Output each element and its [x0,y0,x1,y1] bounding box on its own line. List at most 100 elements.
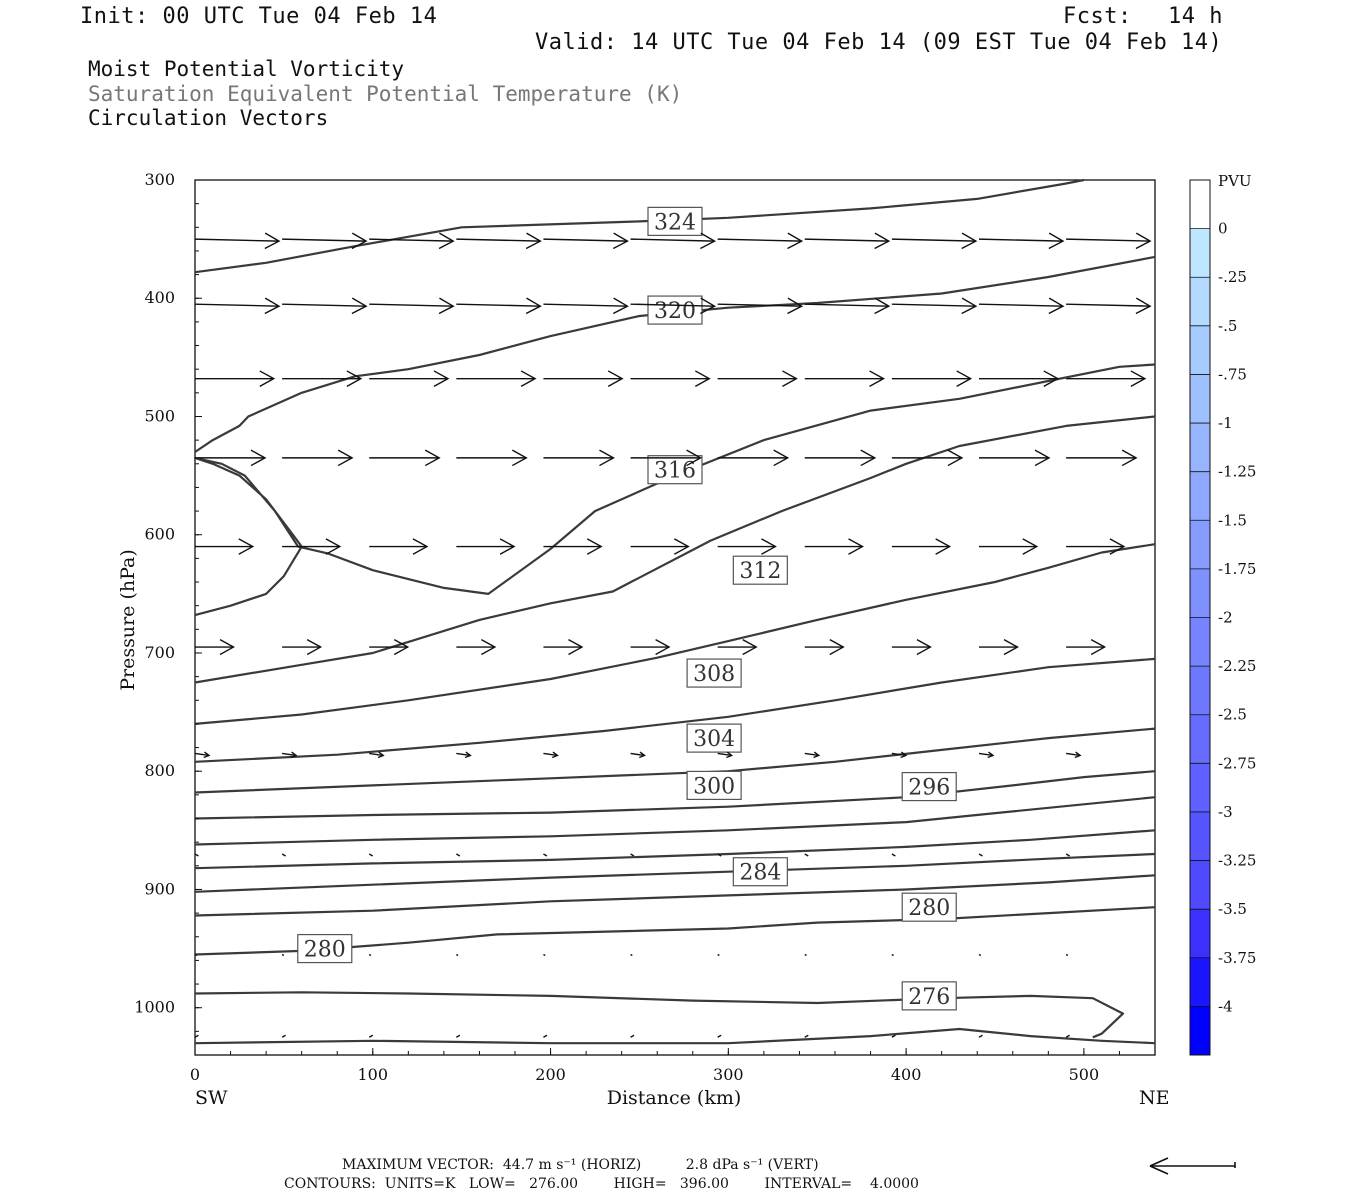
vector-head [1090,639,1107,656]
x-end-label-right: NE [1139,1087,1170,1109]
contour-label-box [901,771,957,802]
colorbar-cell [1190,860,1210,910]
vector-head [499,538,516,555]
vector-head [520,370,537,387]
circulation-vector [978,1034,983,1038]
contour-label: 280 [908,896,950,921]
circulation-vector [717,953,720,957]
colorbar-cell [1190,471,1210,521]
vector-head [787,232,804,250]
circulation-vector [194,853,199,857]
vector-head [259,370,276,387]
vector-head [869,370,885,387]
circulation-vector [804,238,889,242]
vector-head [346,370,363,387]
contour-label-box [901,892,957,922]
contour-line [194,255,1156,453]
x-tick-label: 200 [535,1065,566,1084]
contour-label: 316 [654,459,696,484]
contour-line [194,796,1156,846]
contour-label: 276 [908,985,950,1010]
circulation-vector [978,303,1064,307]
contour-label: 280 [304,938,346,963]
contour-label: 296 [908,776,950,801]
colorbar-cell [1190,811,1210,862]
y-tick-label: 500 [144,406,175,425]
colorbar-tick-label: -2.25 [1218,657,1256,675]
contour-label: 312 [739,559,781,584]
circulation-vector [282,752,297,757]
vector-head [782,370,798,387]
contour-label-box [647,206,703,236]
colorbar-tick-label: 0 [1218,220,1228,238]
contour-line [194,543,1156,725]
circulation-vector [369,238,454,242]
colorbar-tick-label: -.5 [1218,317,1237,335]
colorbar-cell [1190,423,1210,473]
colorbar-cell [1190,228,1210,278]
vector-head [961,297,978,315]
contour-label-box [297,933,353,964]
vector-layer [194,232,1152,1038]
contour-line [194,178,1085,274]
colorbar-cell [1190,1006,1210,1056]
colorbar-tick-label: -3.25 [1218,852,1256,870]
colorbar-cell [1190,957,1210,1007]
vector-head [1043,370,1060,387]
vector-head [264,297,281,315]
colorbar-tick-label: -1 [1218,414,1233,432]
x-axis-label: Distance (km) [607,1087,742,1109]
plot-frame [194,179,1156,1056]
circulation-vector [543,238,628,242]
circulation-vector [543,1034,548,1038]
y-tick-label: 800 [144,761,175,780]
circulation-vector [281,1034,286,1038]
vector-head [551,751,559,759]
contour-label: 304 [693,727,735,752]
circulation-vector [282,238,367,242]
circulation-vector [630,238,715,242]
colorbar-tick-label: -.25 [1218,268,1247,286]
vector-head [1048,297,1065,315]
vector-head [829,639,845,656]
colorbar-tick-label: -.75 [1218,365,1247,383]
colorbar-tick-label: -2.5 [1218,706,1247,724]
colorbar-tick-label: -3.5 [1218,900,1247,918]
circulation-vector [369,752,384,757]
circulation-vector [368,1034,374,1038]
colorbar-tick-label: -1.5 [1218,511,1247,529]
vector-head [586,538,603,555]
vector-head [433,370,450,387]
vector-head [773,449,790,467]
vector-head [961,232,978,250]
circulation-vector [717,853,722,857]
circulation-vector [978,752,994,757]
circulation-vector [369,303,454,307]
circulation-vector [978,238,1064,242]
vector-head [639,751,646,759]
colorbar-tick-label: -3.75 [1218,949,1256,967]
contour-line [194,1027,1156,1045]
vector-head [290,751,298,759]
contour-line [194,874,1156,917]
circulation-vector [543,303,628,307]
vector-head [874,297,891,315]
vector-head [813,751,821,759]
contour-label-box [686,723,742,753]
vector-head [1135,297,1152,315]
vector-head [607,370,624,387]
circulation-vector [630,1034,635,1038]
vector-head [351,232,368,250]
colorbar-tick-label: -1.75 [1218,560,1256,578]
contour-label-box [686,658,742,688]
circulation-vector [717,238,802,242]
colorbar-cell [1190,568,1210,618]
y-tick-label: 900 [144,879,175,898]
x-tick-label: 500 [1069,1065,1100,1084]
vector-head [700,297,717,315]
colorbar-cell [1190,909,1210,959]
x-tick-label: 400 [891,1065,922,1084]
circulation-vector [543,853,548,857]
circulation-vector [282,303,367,307]
